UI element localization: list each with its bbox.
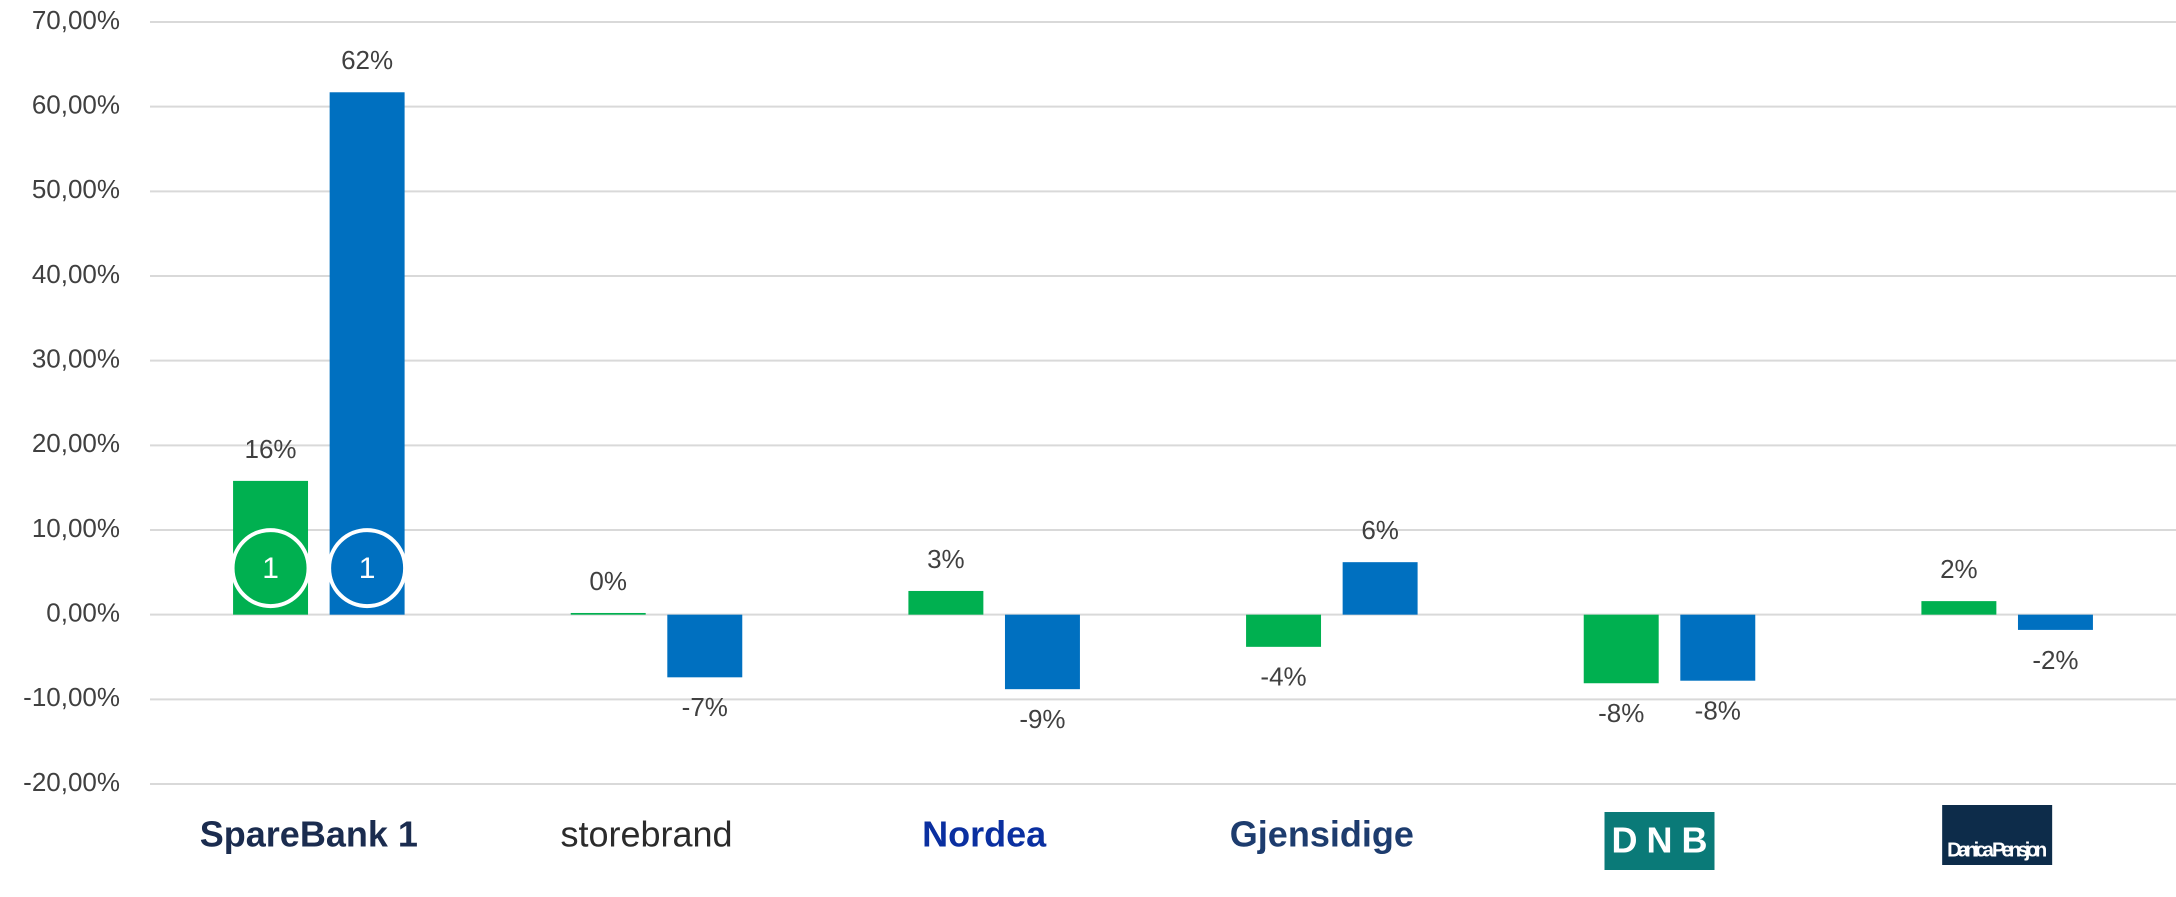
y-tick-label: 40,00% bbox=[32, 259, 120, 289]
category-label: storebrand bbox=[560, 814, 732, 855]
y-tick-label: 20,00% bbox=[32, 428, 120, 458]
category-label: Danica Pensjon bbox=[1947, 839, 2047, 861]
rank-label: 1 bbox=[359, 552, 376, 585]
bar bbox=[1342, 562, 1418, 615]
data-label: 2% bbox=[1940, 554, 1978, 584]
y-tick-label: 50,00% bbox=[32, 174, 120, 204]
data-label: 62% bbox=[341, 45, 393, 75]
bar bbox=[667, 614, 743, 678]
bar bbox=[2017, 614, 2093, 630]
y-tick-label: 0,00% bbox=[46, 598, 120, 628]
logo-box bbox=[1942, 805, 2053, 865]
bar bbox=[1583, 614, 1659, 684]
bar bbox=[570, 612, 646, 615]
data-label: 16% bbox=[245, 434, 297, 464]
rank-badge bbox=[230, 528, 311, 609]
y-tick-label: 30,00% bbox=[32, 344, 120, 374]
data-label: 6% bbox=[1361, 515, 1399, 545]
category-label: SpareBank 1 bbox=[200, 814, 418, 855]
bar bbox=[329, 92, 405, 615]
bar bbox=[1004, 614, 1080, 690]
data-label: -4% bbox=[1260, 662, 1306, 692]
category-label: Gjensidige bbox=[1230, 814, 1414, 855]
rank-label: 1 bbox=[262, 552, 279, 585]
data-label: -7% bbox=[682, 692, 728, 722]
bar bbox=[908, 590, 984, 615]
data-label: 0% bbox=[589, 566, 627, 596]
y-tick-label: 10,00% bbox=[32, 513, 120, 543]
logo-box bbox=[1604, 812, 1715, 870]
data-label: 3% bbox=[927, 544, 965, 574]
data-label: -9% bbox=[1019, 704, 1065, 734]
y-tick-label: -20,00% bbox=[23, 767, 120, 797]
category-label: Nordea bbox=[922, 814, 1047, 855]
y-tick-label: -10,00% bbox=[23, 682, 120, 712]
data-label: -8% bbox=[1695, 696, 1741, 726]
bar bbox=[1680, 614, 1756, 681]
y-tick-label: 70,00% bbox=[32, 5, 120, 35]
y-tick-label: 60,00% bbox=[32, 90, 120, 120]
data-label: -8% bbox=[1598, 698, 1644, 728]
data-label: -2% bbox=[2032, 645, 2078, 675]
rank-badge bbox=[327, 528, 408, 609]
category-label: DNB bbox=[1612, 820, 1708, 861]
bar bbox=[1246, 614, 1322, 647]
bar bbox=[1921, 601, 1997, 615]
